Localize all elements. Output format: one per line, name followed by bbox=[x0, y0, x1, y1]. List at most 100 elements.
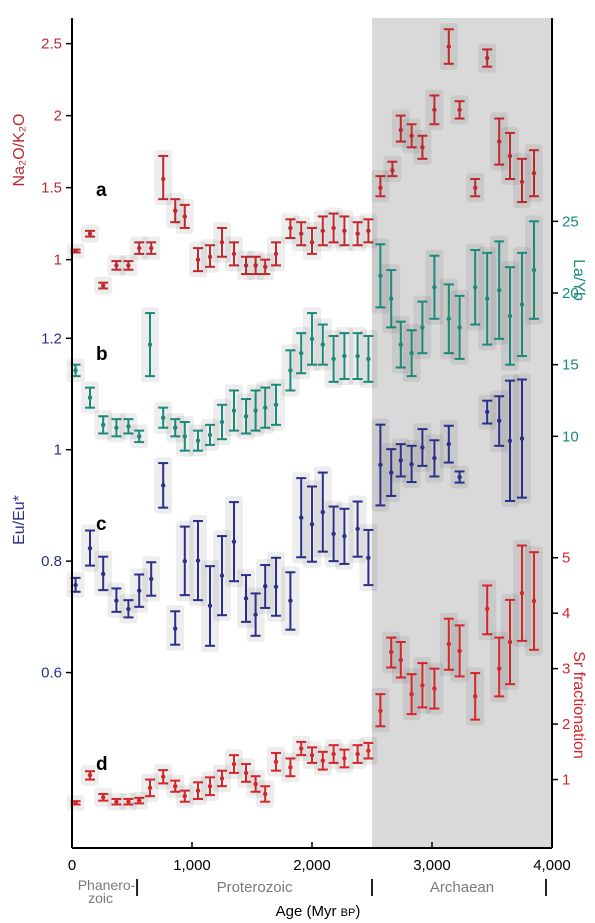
y-tick-label-a: 1.5 bbox=[41, 180, 62, 197]
data-point bbox=[309, 752, 315, 758]
data-point bbox=[243, 770, 249, 776]
data-point bbox=[342, 228, 347, 234]
data-point bbox=[263, 584, 268, 589]
data-point bbox=[389, 296, 394, 301]
y-tick-label-b: 10 bbox=[562, 428, 579, 445]
data-point bbox=[519, 302, 525, 307]
data-point bbox=[519, 436, 525, 441]
data-point bbox=[253, 263, 258, 268]
data-point bbox=[432, 107, 437, 113]
axes-layer bbox=[66, 18, 558, 896]
data-point bbox=[231, 408, 237, 413]
data-point bbox=[101, 422, 106, 428]
data-point bbox=[207, 254, 213, 259]
data-point bbox=[497, 418, 502, 423]
data-point bbox=[342, 756, 347, 761]
data-point bbox=[207, 784, 213, 789]
eon-label: Proterozoic bbox=[217, 879, 293, 896]
data-point bbox=[378, 185, 383, 190]
x-tick-label: 4,000 bbox=[533, 857, 571, 874]
data-point bbox=[366, 228, 371, 234]
data-point bbox=[531, 171, 537, 176]
y-tick-label-c: 1.2 bbox=[41, 330, 62, 347]
data-point bbox=[195, 438, 201, 443]
data-point bbox=[173, 425, 178, 430]
data-point bbox=[457, 107, 462, 113]
data-point bbox=[331, 531, 336, 537]
data-point bbox=[432, 686, 437, 691]
data-point bbox=[309, 336, 315, 342]
panel-c-series bbox=[66, 373, 531, 652]
data-point bbox=[320, 342, 325, 347]
data-point bbox=[288, 368, 293, 373]
data-point bbox=[398, 342, 403, 347]
y-tick-label-c: 0.6 bbox=[41, 665, 62, 682]
data-point bbox=[273, 251, 279, 257]
data-point bbox=[485, 606, 490, 611]
y-tick-label-a: 2.5 bbox=[41, 36, 62, 53]
data-point bbox=[389, 470, 394, 475]
eon-label-line2: zoic bbox=[88, 890, 113, 906]
data-point bbox=[73, 248, 78, 254]
axis-label-c: Eu/Eu* bbox=[11, 495, 28, 545]
data-point bbox=[473, 694, 478, 699]
data-point bbox=[137, 588, 142, 593]
data-point bbox=[473, 185, 478, 190]
data-point bbox=[342, 533, 347, 539]
data-point bbox=[147, 342, 153, 347]
y-tick-label-d: 2 bbox=[562, 716, 570, 733]
data-point bbox=[147, 785, 153, 791]
data-point bbox=[378, 273, 383, 278]
data-point bbox=[219, 573, 225, 578]
data-point bbox=[288, 598, 293, 603]
data-point bbox=[126, 606, 131, 612]
y-tick-label-b: 15 bbox=[562, 357, 579, 374]
data-point bbox=[137, 434, 142, 439]
data-point bbox=[273, 402, 279, 407]
eon-label: Phanero- bbox=[78, 877, 136, 893]
data-point bbox=[355, 231, 360, 236]
data-point bbox=[342, 353, 347, 359]
data-point bbox=[366, 356, 371, 362]
data-point bbox=[73, 368, 78, 373]
data-point bbox=[114, 263, 119, 268]
data-point bbox=[299, 351, 304, 356]
data-point bbox=[485, 409, 490, 415]
data-point bbox=[507, 438, 513, 443]
data-point bbox=[161, 483, 166, 488]
eon-label: Archaean bbox=[430, 879, 494, 896]
data-point bbox=[263, 405, 268, 410]
data-point bbox=[409, 462, 414, 467]
data-point bbox=[331, 356, 336, 362]
data-point bbox=[114, 799, 119, 804]
data-point bbox=[409, 691, 414, 697]
panel-letter-b: b bbox=[96, 344, 108, 365]
data-point bbox=[126, 799, 131, 804]
x-axis-label: Age (Myr BP) bbox=[276, 903, 361, 920]
data-point bbox=[299, 231, 304, 236]
x-axis-label-close: ) bbox=[355, 903, 360, 920]
data-point bbox=[507, 639, 513, 645]
data-point bbox=[126, 424, 131, 429]
axis-label-d: Sr fractionation bbox=[570, 651, 587, 759]
data-point bbox=[137, 245, 142, 251]
data-point bbox=[126, 263, 131, 268]
panel-letter-c: c bbox=[96, 514, 107, 535]
data-point bbox=[87, 231, 93, 236]
panel-letter-a: a bbox=[96, 180, 107, 201]
data-point bbox=[253, 781, 258, 787]
panel-a-series bbox=[66, 23, 543, 295]
data-point bbox=[457, 648, 462, 654]
data-point bbox=[409, 351, 414, 356]
data-point bbox=[457, 474, 462, 480]
axis-label-a: Na₂O/K₂O bbox=[11, 114, 28, 187]
x-tick-label: 0 bbox=[68, 857, 76, 874]
axis-label-b: La/Yb bbox=[570, 259, 587, 301]
data-point bbox=[519, 591, 525, 596]
data-point bbox=[331, 225, 336, 231]
data-point bbox=[446, 642, 451, 647]
data-point bbox=[420, 145, 425, 150]
data-point bbox=[219, 240, 225, 245]
data-point bbox=[309, 240, 315, 245]
